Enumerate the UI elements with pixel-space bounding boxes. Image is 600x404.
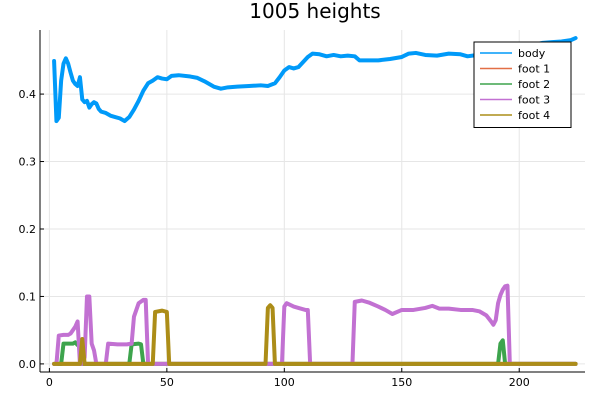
y-tick-label: 0.1 [19, 290, 37, 303]
axes-layer: 0 50 100 150 200 0.0 0.1 0.2 0.3 0.4 [19, 30, 585, 389]
x-tick-label: 150 [391, 376, 412, 389]
x-tick-label: 100 [274, 376, 295, 389]
legend-label: foot 2 [518, 78, 550, 91]
x-tick-label: 200 [509, 376, 530, 389]
series-layer [52, 36, 578, 366]
x-tick-label: 50 [160, 376, 174, 389]
series-line-foot-2 [52, 338, 578, 366]
y-tick-label: 0.2 [19, 223, 37, 236]
legend-label: foot 4 [518, 109, 550, 122]
series-line-foot-4 [52, 303, 578, 366]
x-tick-label: 0 [46, 376, 53, 389]
legend-label: body [518, 47, 546, 60]
series-line-body [52, 36, 578, 124]
legend-label: foot 3 [518, 94, 550, 107]
y-tick-label: 0.4 [19, 88, 37, 101]
legend: body foot 1 foot 2 foot 3 foot 4 [473, 41, 572, 128]
chart-title: 1005 heights [249, 0, 380, 23]
legend-label: foot 1 [518, 63, 550, 76]
y-tick-label: 0.0 [19, 358, 37, 371]
y-tick-label: 0.3 [19, 156, 37, 169]
